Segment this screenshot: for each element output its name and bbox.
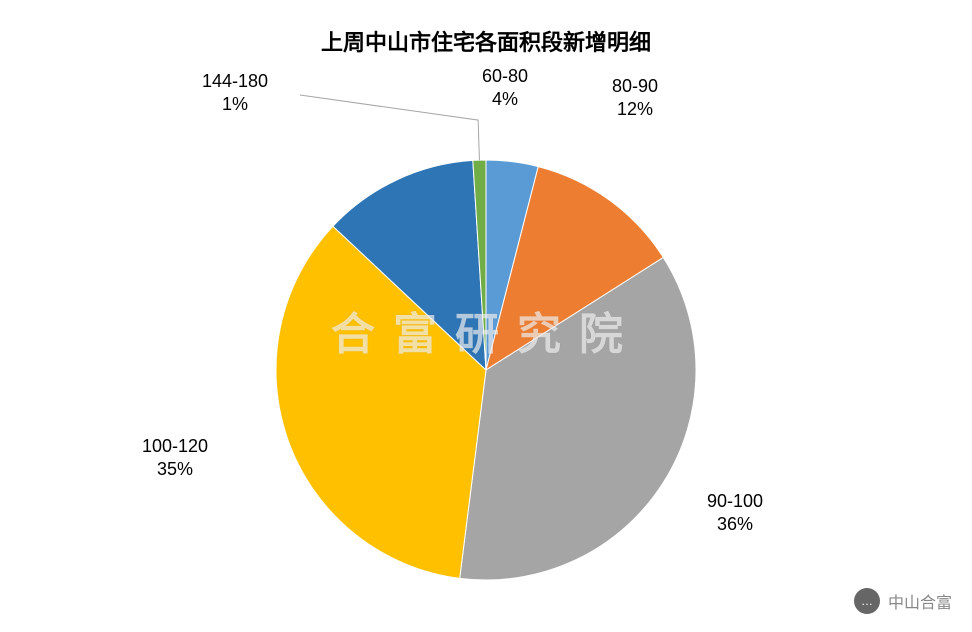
footer-text: 中山合富 [888, 589, 952, 613]
slice-label-line1: 60-80 [460, 65, 550, 88]
slice-label-60-80: 60-80 4% [460, 65, 550, 112]
slice-label-line2: 12% [590, 98, 680, 121]
slice-label-line2: 35% [115, 458, 235, 481]
slice-label-100-120: 100-120 35% [115, 435, 235, 482]
slice-label-line1: 80-90 [590, 75, 680, 98]
wechat-icon-glyph: … [861, 594, 873, 608]
chart-title: 上周中山市住宅各面积段新增明细 [0, 25, 972, 57]
slice-label-line1: 100-120 [115, 435, 235, 458]
slice-label-line1: 144-180 [175, 70, 295, 93]
slice-label-144-180: 144-180 1% [175, 70, 295, 117]
slice-label-90-100: 90-100 36% [680, 490, 790, 537]
pie-svg [0, 60, 972, 600]
slice-label-line2: 4% [460, 88, 550, 111]
slice-label-line2: 36% [680, 513, 790, 536]
pie-chart: 合富研究院 60-80 4% 80-90 12% 90-100 36% 100-… [0, 60, 972, 600]
slice-label-80-90: 80-90 12% [590, 75, 680, 122]
slice-label-line2: 1% [175, 93, 295, 116]
wechat-icon: … [854, 588, 880, 614]
slice-label-line1: 90-100 [680, 490, 790, 513]
footer: … 中山合富 [854, 588, 952, 614]
